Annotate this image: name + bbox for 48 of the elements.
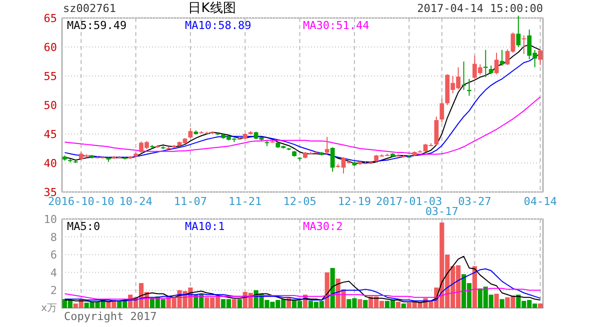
bar <box>472 266 477 308</box>
y-tick-label: 40 <box>44 157 57 170</box>
x-tick-label: 03-17 <box>425 205 458 218</box>
bar <box>401 304 406 308</box>
y-tick-label: 60 <box>44 41 57 54</box>
y-tick-label: 50 <box>44 99 57 112</box>
x-tick-label: 12-19 <box>338 195 371 208</box>
text: MA5:59.49 <box>67 19 127 32</box>
bar <box>494 294 499 308</box>
x-tick-label: 12-05 <box>283 195 316 208</box>
y-tick-label: 4 <box>50 266 58 280</box>
bar <box>363 300 368 308</box>
text: sz002761 <box>63 2 116 15</box>
y-tick-label: 10 <box>44 213 57 226</box>
text: MA5:0 <box>67 220 100 233</box>
x-tick-label: 11-07 <box>174 195 208 208</box>
y-tick-label: 8 <box>50 230 57 244</box>
x-tick-label: 2016-10-10 <box>48 195 114 208</box>
y-tick-label: 2 <box>50 284 57 298</box>
line-series <box>64 268 541 302</box>
y-tick-label: 45 <box>44 128 57 141</box>
bar <box>232 299 236 308</box>
x-tick-label: 2017-01-03 <box>376 195 442 208</box>
text: MA10:1 <box>185 220 225 233</box>
text: MA30:51.44 <box>303 19 370 32</box>
line-series <box>64 288 541 300</box>
chart-title: 日K线图 <box>188 1 236 16</box>
y-axis-title: x万 <box>41 303 57 314</box>
x-tick-label: 11-21 <box>228 195 262 208</box>
x-tick-label: 03-27 <box>458 195 492 208</box>
bar <box>237 299 242 308</box>
x-tick-label: 04-14 <box>524 195 558 208</box>
line-series <box>64 256 541 304</box>
bar <box>286 298 292 308</box>
x-tick-label: 10-24 <box>119 195 153 208</box>
line-series <box>64 96 541 155</box>
bar <box>358 299 362 308</box>
text: MA30:2 <box>303 220 343 233</box>
y-tick-label: 6 <box>50 248 57 262</box>
text: 2017-04-14 15:00:00 <box>417 2 543 15</box>
bar <box>500 299 504 308</box>
y-tick-label: 65 <box>44 12 57 25</box>
bar <box>330 268 335 308</box>
y-tick-label: 55 <box>44 70 57 83</box>
text: MA10:58.89 <box>185 19 252 32</box>
bar <box>396 302 400 308</box>
text: Copyright 2017 <box>64 310 157 323</box>
bar <box>538 304 543 308</box>
